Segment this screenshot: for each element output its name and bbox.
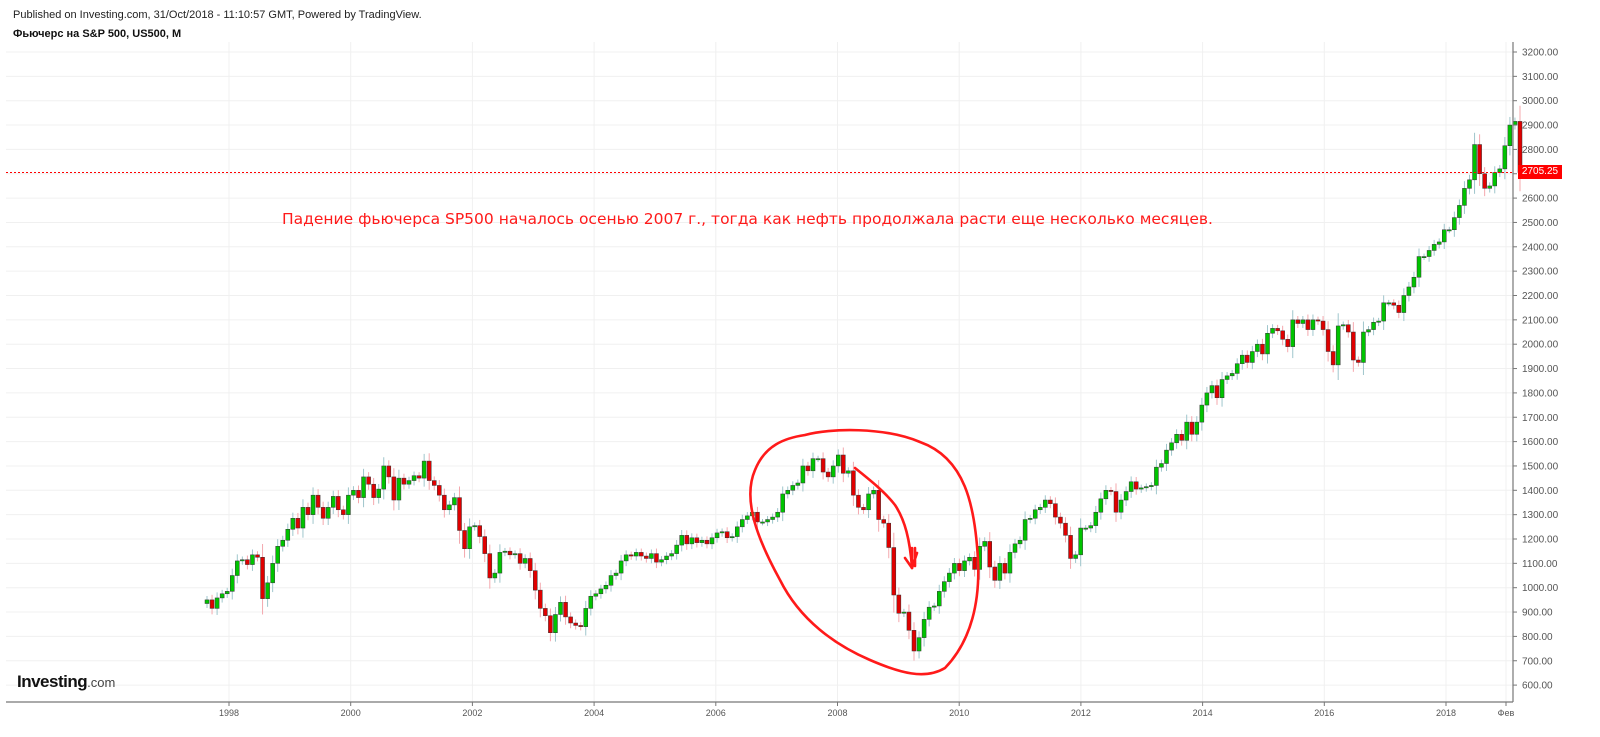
grid-lines <box>6 42 1513 702</box>
published-caption: Published on Investing.com, 31/Oct/2018 … <box>13 9 422 21</box>
price-axis[interactable]: 600.00 700.00 800.00 900.00 1000.00 1100.00 12… <box>1513 48 1559 692</box>
price-tick-label: 800.00 <box>1522 632 1553 643</box>
time-axis[interactable]: 1998 2000 2002 2004 2006 2008 2010 2012 2014 2016… <box>219 702 1515 718</box>
price-tick-label: 1700.00 <box>1522 413 1559 424</box>
investing-logo[interactable]: Investing.com <box>17 672 115 692</box>
price-tick-label: 1000.00 <box>1522 583 1559 594</box>
price-tick-label: 2600.00 <box>1522 194 1559 205</box>
price-tick-label: 700.00 <box>1522 656 1553 667</box>
price-tick-label: 2100.00 <box>1522 315 1559 326</box>
price-tick-label: 3000.00 <box>1522 96 1559 107</box>
time-tick-label: 2018 <box>1436 708 1456 718</box>
time-tick-label: 2002 <box>462 708 482 718</box>
hand-drawn-circle-annotation <box>749 428 980 676</box>
candles <box>204 105 1523 661</box>
price-tick-label: 1800.00 <box>1522 388 1559 399</box>
price-tick-label: 1500.00 <box>1522 461 1559 472</box>
price-tick-label: 600.00 <box>1522 681 1553 692</box>
price-tick-label: 1400.00 <box>1522 486 1559 497</box>
price-tick-label: 2900.00 <box>1522 121 1559 132</box>
price-tick-label: 900.00 <box>1522 608 1553 619</box>
logo-main: Investing <box>17 672 88 691</box>
time-tick-label: 2016 <box>1314 708 1334 718</box>
price-tick-label: 2800.00 <box>1522 145 1559 156</box>
annotation-text: Падение фьючерса SP500 началось осенью 2… <box>282 210 1213 228</box>
price-tick-label: 2400.00 <box>1522 242 1559 253</box>
time-tick-label: 2006 <box>706 708 726 718</box>
price-tick-label: 1200.00 <box>1522 535 1559 546</box>
time-tick-label: 1998 <box>219 708 239 718</box>
current-price-tag: 2705.25 <box>1518 165 1562 180</box>
time-tick-label: 2012 <box>1071 708 1091 718</box>
price-tick-label: 2500.00 <box>1522 218 1559 229</box>
price-tick-label: 3200.00 <box>1522 48 1559 59</box>
time-tick-label: 2010 <box>949 708 969 718</box>
time-tick-label: Фев <box>1498 708 1515 718</box>
logo-suffix: .com <box>87 675 116 690</box>
time-tick-label: 2008 <box>827 708 847 718</box>
price-tick-label: 2000.00 <box>1522 340 1559 351</box>
time-tick-label: 2014 <box>1193 708 1213 718</box>
price-tick-label: 1600.00 <box>1522 437 1559 448</box>
price-tick-label: 1900.00 <box>1522 364 1559 375</box>
price-tick-label: 2200.00 <box>1522 291 1559 302</box>
price-tick-label: 3100.00 <box>1522 72 1559 83</box>
price-tick-label: 2300.00 <box>1522 267 1559 278</box>
price-tick-label: 1300.00 <box>1522 510 1559 521</box>
time-tick-label: 2004 <box>584 708 604 718</box>
time-tick-label: 2000 <box>341 708 361 718</box>
price-tick-label: 1100.00 <box>1522 559 1558 570</box>
chart-title: Фьючерс на S&P 500, US500, M <box>13 28 182 40</box>
